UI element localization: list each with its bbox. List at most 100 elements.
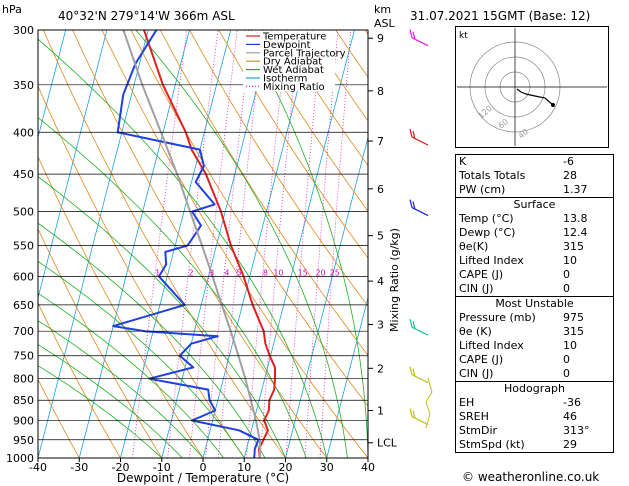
wet-adiabat-line bbox=[38, 320, 204, 458]
pressure-tick-label: 300 bbox=[13, 24, 34, 37]
datetime: 31.07.2021 15GMT (Base: 12) bbox=[410, 9, 590, 23]
km-tick-label: 9 bbox=[377, 32, 384, 45]
wind-barb-flag bbox=[409, 408, 413, 417]
pressure-tick-label: 350 bbox=[13, 79, 34, 92]
wind-barb-flag bbox=[409, 128, 413, 138]
row-label: StmDir bbox=[459, 424, 498, 437]
row-value: 975 bbox=[563, 311, 584, 324]
km-tick-label: 6 bbox=[377, 183, 384, 196]
row-label: EH bbox=[459, 396, 475, 409]
table-row: θe (K) 315 bbox=[456, 325, 613, 339]
mixing-ratio-label: 2 bbox=[189, 268, 194, 277]
row-value: 0 bbox=[563, 367, 570, 380]
row-value: 12.4 bbox=[563, 226, 588, 239]
mixing-ratio-label: 20 bbox=[315, 268, 325, 277]
mixing-ratio-axis-label: Mixing Ratio (g/kg) bbox=[388, 228, 401, 332]
table-row: CIN (J) 0 bbox=[456, 367, 613, 381]
height-unit-bottom: ASL bbox=[374, 17, 396, 30]
x-tick-label: -30 bbox=[70, 461, 88, 474]
mixing-ratio-label: 3 bbox=[209, 268, 214, 277]
isotherm-line bbox=[243, 30, 355, 458]
pressure-tick-label: 950 bbox=[13, 434, 34, 447]
km-tick-label: 8 bbox=[377, 85, 384, 98]
pressure-unit: hPa bbox=[2, 3, 22, 16]
table-row: Totals Totals 28 bbox=[456, 169, 613, 183]
pressure-tick-label: 800 bbox=[13, 373, 34, 386]
row-label: PW (cm) bbox=[459, 183, 506, 196]
pressure-tick-label: 1000 bbox=[6, 452, 34, 465]
most-unstable-section: Most Unstable Pressure (mb) 975 θe (K) 315 L… bbox=[456, 296, 613, 381]
table-row: Temp (°C) 13.8 bbox=[456, 212, 613, 226]
row-value: 10 bbox=[563, 339, 577, 352]
wind-barb-flag bbox=[409, 319, 413, 328]
row-value: 10 bbox=[563, 254, 577, 267]
height-unit-top: km bbox=[374, 3, 391, 16]
isotherm-line bbox=[161, 30, 273, 458]
row-label: StmSpd (kt) bbox=[459, 438, 525, 451]
dewpoint-curve bbox=[112, 30, 260, 458]
wind-barb-flag bbox=[412, 130, 416, 140]
dry-adiabat-line bbox=[247, 30, 368, 212]
pressure-tick-label: 450 bbox=[13, 168, 34, 181]
mixing-ratio-line bbox=[304, 30, 339, 458]
mixing-ratio-line bbox=[205, 30, 252, 458]
mixing-ratio-line bbox=[131, 30, 188, 458]
table-row: StmSpd (kt) 29 bbox=[456, 438, 613, 452]
wind-profile-line bbox=[425, 377, 433, 429]
table-row: θe(K) 315 bbox=[456, 240, 613, 254]
x-tick-label: 0 bbox=[200, 461, 207, 474]
pressure-tick-label: 500 bbox=[13, 206, 34, 219]
pressure-tick-label: 750 bbox=[13, 350, 34, 363]
table-row: PW (cm) 1.37 bbox=[456, 183, 613, 197]
row-label: Lifted Index bbox=[459, 254, 524, 267]
dry-adiabat-line bbox=[218, 30, 368, 259]
table-row: Pressure (mb) 975 bbox=[456, 311, 613, 325]
hodograph-unit: kt bbox=[459, 31, 468, 41]
km-tick-label: 7 bbox=[377, 135, 384, 148]
most-unstable-header: Most Unstable bbox=[495, 297, 574, 310]
row-label: Dewp (°C) bbox=[459, 226, 516, 239]
row-value: 315 bbox=[563, 325, 584, 338]
table-row: Dewp (°C) 12.4 bbox=[456, 226, 613, 240]
legend-label: Dry Adiabat bbox=[263, 57, 322, 68]
pressure-tick-label: 700 bbox=[13, 325, 34, 338]
pressure-tick-label: 400 bbox=[13, 126, 34, 139]
row-value: -36 bbox=[563, 396, 581, 409]
indices-panel: K -6 Totals Totals 28 PW (cm) 1.37 Surface Te… bbox=[455, 154, 614, 453]
dry-adiabat-line bbox=[101, 30, 368, 458]
isotherm-line bbox=[326, 296, 368, 458]
legend-label: Wet Adiabat bbox=[263, 65, 324, 76]
wet-adiabat-line bbox=[38, 117, 307, 458]
row-label: θe(K) bbox=[459, 240, 489, 253]
km-tick-label: 3 bbox=[377, 319, 384, 332]
wind-barb-flag bbox=[412, 201, 416, 210]
row-value: 46 bbox=[563, 410, 577, 423]
mixing-ratio-label: 5 bbox=[236, 268, 241, 277]
row-value: -6 bbox=[563, 155, 574, 168]
mixing-ratio-label: 4 bbox=[224, 268, 229, 277]
table-row: CIN (J) 0 bbox=[456, 282, 613, 296]
wet-adiabat-line bbox=[38, 176, 286, 458]
x-tick-label: -10 bbox=[153, 461, 171, 474]
isotherm-line bbox=[38, 30, 108, 300]
legend-label: Parcel Trajectory bbox=[263, 48, 346, 59]
wind-barbs bbox=[409, 29, 433, 429]
dry-adiabat-line bbox=[72, 30, 328, 458]
dry-adiabat-line bbox=[276, 30, 368, 167]
legend-label: Dewpoint bbox=[263, 40, 311, 51]
hodograph-params-section: Hodograph EH -36 SREH 46 StmDir 313° StmSpd (k… bbox=[456, 381, 613, 452]
wet-adiabat-line bbox=[38, 344, 183, 458]
wind-barb-flag bbox=[409, 29, 413, 38]
row-label: Pressure (mb) bbox=[459, 311, 536, 324]
row-value: 29 bbox=[563, 438, 577, 451]
row-value: 313° bbox=[563, 424, 590, 437]
table-row: K -6 bbox=[456, 155, 613, 169]
legend-label: Temperature bbox=[262, 32, 326, 43]
table-row: Lifted Index 10 bbox=[456, 254, 613, 268]
row-value: 28 bbox=[563, 169, 577, 182]
row-value: 0 bbox=[563, 268, 570, 281]
row-value: 1.37 bbox=[563, 183, 588, 196]
